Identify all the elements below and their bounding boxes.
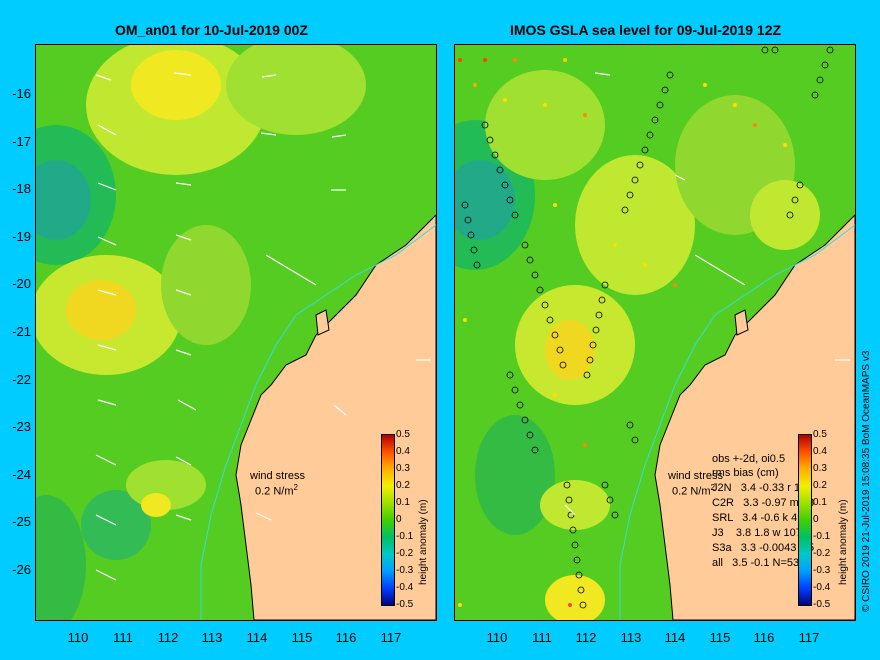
x-tick-label: 117 — [798, 630, 820, 645]
left-map-canvas — [36, 45, 436, 620]
y-tick-label: -21 — [12, 324, 31, 339]
left-wind-label: wind stress — [250, 470, 306, 482]
x-tick-label: 115 — [709, 630, 731, 645]
y-tick-label: -25 — [12, 514, 31, 529]
right-wind-label: wind stress — [668, 470, 724, 482]
x-tick-label: 114 — [246, 630, 268, 645]
stats-row: all 3.5 -0.1 N=539 — [712, 557, 806, 569]
y-tick-label: -18 — [12, 181, 31, 196]
y-tick-label: -17 — [12, 134, 31, 149]
stats-line2: rms bias (cm) — [712, 467, 779, 479]
right-cbar-tick: 0.1 — [813, 497, 827, 508]
right-cbar-tick: -0.5 — [813, 599, 831, 610]
right-wind-value-text: 0.2 N/m — [672, 485, 711, 498]
x-tick-label: 116 — [335, 630, 357, 645]
y-tick-label: -20 — [12, 276, 31, 291]
right-map-canvas — [455, 45, 855, 620]
x-tick-label: 117 — [380, 630, 402, 645]
x-tick-label: 114 — [664, 630, 686, 645]
x-tick-label: 112 — [157, 630, 179, 645]
left-cbar-tick: -0.5 — [396, 599, 414, 610]
right-colorbar-label: height anomaly (m) — [838, 499, 849, 585]
left-wind-value-sup: 2 — [293, 483, 298, 492]
stats-row: SRL 3.4 -0.6 k 49 — [712, 512, 804, 524]
right-cbar-tick: 0.3 — [813, 463, 827, 474]
right-cbar-tick: -0.1 — [813, 531, 831, 542]
left-colorbar-label: height anomaly (m) — [418, 499, 429, 585]
stats-row: J3 3.8 1.8 w 107 — [712, 527, 802, 539]
x-tick-label: 111 — [532, 630, 552, 645]
left-cbar-tick: 0.3 — [396, 463, 410, 474]
x-tick-label: 113 — [201, 630, 223, 645]
y-tick-label: -26 — [12, 562, 31, 577]
x-tick-label: 113 — [620, 630, 642, 645]
y-tick-label: -19 — [12, 229, 31, 244]
right-colorbar — [798, 434, 812, 606]
left-wind-value: 0.2 N/m2 — [255, 483, 298, 498]
left-cbar-tick: 0 — [396, 514, 402, 525]
y-tick-label: -16 — [12, 86, 31, 101]
right-cbar-tick: -0.2 — [813, 548, 831, 559]
right-wind-value-sup: 2 — [710, 483, 715, 492]
right-panel-title: IMOS GSLA sea level for 09-Jul-2019 12Z — [510, 22, 782, 38]
right-cbar-tick: 0.4 — [813, 446, 827, 457]
left-cbar-tick: 0.4 — [396, 446, 410, 457]
credit-text: © CSIRO 2019 21-Jul-2019 15:08:35 BoM Oc… — [861, 350, 872, 612]
left-cbar-tick: 0.1 — [396, 497, 410, 508]
right-cbar-tick: 0 — [813, 514, 819, 525]
left-colorbar — [381, 434, 395, 606]
left-map — [35, 44, 437, 621]
right-cbar-tick: -0.4 — [813, 582, 831, 593]
left-cbar-tick: -0.1 — [396, 531, 414, 542]
right-cbar-tick: 0.2 — [813, 480, 827, 491]
x-tick-label: 111 — [113, 630, 133, 645]
left-cbar-tick: 0.5 — [396, 429, 410, 440]
right-cbar-tick: -0.3 — [813, 565, 831, 576]
y-tick-label: -23 — [12, 419, 31, 434]
stats-line1: obs +-2d, oi0.5 — [712, 453, 786, 465]
left-cbar-tick: -0.4 — [396, 582, 414, 593]
left-cbar-tick: 0.2 — [396, 480, 410, 491]
left-cbar-tick: -0.2 — [396, 548, 414, 559]
left-wind-value-text: 0.2 N/m — [255, 485, 294, 498]
right-map — [454, 44, 856, 621]
y-tick-label: -24 — [12, 467, 31, 482]
right-cbar-tick: 0.5 — [813, 429, 827, 440]
left-cbar-tick: -0.3 — [396, 565, 414, 576]
left-panel-title: OM_an01 for 10-Jul-2019 00Z — [115, 22, 308, 38]
x-tick-label: 110 — [486, 630, 508, 645]
y-tick-label: -22 — [12, 372, 31, 387]
x-tick-label: 116 — [753, 630, 775, 645]
right-wind-value: 0.2 N/m2 — [672, 483, 715, 498]
x-tick-label: 110 — [67, 630, 89, 645]
x-tick-label: 115 — [291, 630, 313, 645]
x-tick-label: 112 — [575, 630, 597, 645]
